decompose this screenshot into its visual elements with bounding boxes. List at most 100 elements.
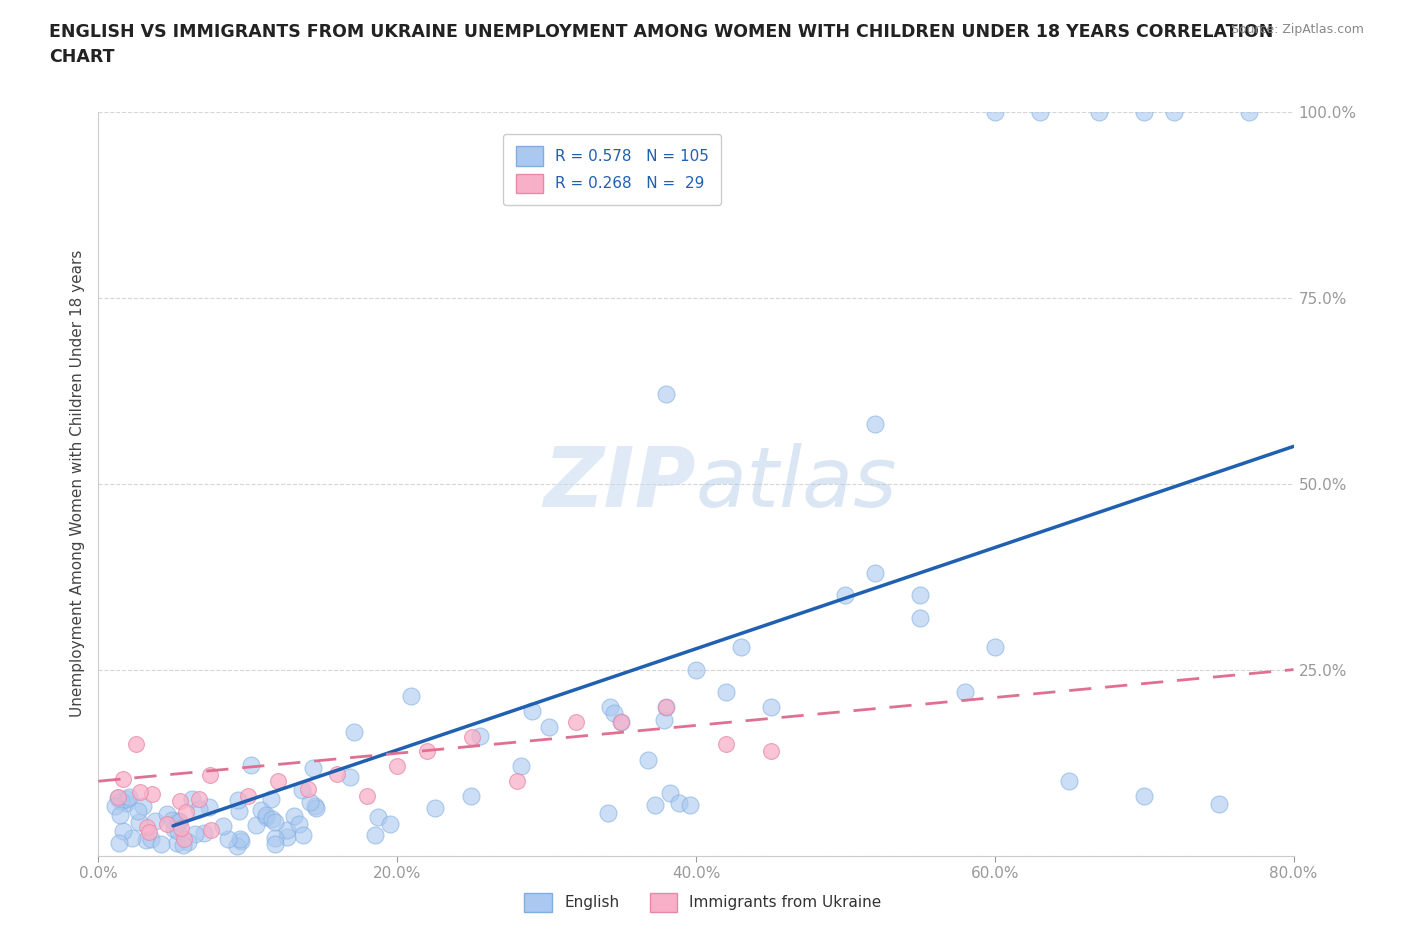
Point	[603, 705, 626, 720]
Point	[141, 831, 163, 846]
Point	[644, 798, 666, 813]
Point	[260, 791, 283, 806]
Point	[107, 790, 129, 805]
Point	[127, 804, 149, 818]
Point	[537, 720, 560, 735]
Point	[834, 588, 856, 603]
Point	[596, 805, 619, 820]
Point	[659, 785, 682, 800]
Point	[228, 804, 250, 818]
Point	[108, 807, 131, 822]
Point	[326, 766, 349, 781]
Point	[510, 759, 533, 774]
Point	[170, 820, 193, 835]
Point	[197, 800, 219, 815]
Point	[290, 783, 312, 798]
Point	[305, 801, 328, 816]
Point	[1133, 789, 1156, 804]
Point	[865, 565, 887, 580]
Point	[111, 771, 134, 786]
Point	[115, 791, 138, 806]
Point	[1088, 104, 1111, 119]
Point	[1237, 104, 1260, 119]
Point	[984, 640, 1007, 655]
Point	[655, 387, 678, 402]
Point	[380, 817, 402, 831]
Point	[125, 737, 148, 751]
Point	[416, 744, 439, 759]
Point	[183, 827, 205, 842]
Point	[610, 714, 633, 729]
Point	[301, 761, 323, 776]
Point	[908, 588, 931, 603]
Point	[167, 815, 190, 830]
Point	[111, 824, 134, 839]
Point	[1133, 104, 1156, 119]
Point	[135, 819, 157, 834]
Point	[138, 825, 160, 840]
Point	[167, 824, 190, 839]
Point	[229, 831, 252, 846]
Text: Source: ZipAtlas.com: Source: ZipAtlas.com	[1230, 23, 1364, 36]
Point	[685, 662, 707, 677]
Text: atlas: atlas	[696, 443, 897, 525]
Point	[166, 836, 188, 851]
Point	[160, 813, 183, 828]
Point	[177, 835, 200, 850]
Point	[599, 700, 621, 715]
Point	[262, 812, 284, 827]
Point	[298, 794, 321, 809]
Point	[865, 417, 887, 432]
Point	[520, 704, 543, 719]
Point	[637, 753, 659, 768]
Point	[565, 714, 588, 729]
Point	[470, 729, 492, 744]
Point	[1028, 104, 1050, 119]
Point	[118, 790, 141, 804]
Point	[385, 759, 409, 774]
Point	[288, 817, 311, 831]
Point	[245, 817, 267, 832]
Point	[654, 713, 676, 728]
Point	[107, 835, 129, 850]
Point	[283, 808, 305, 823]
Point	[188, 802, 211, 817]
Point	[236, 789, 259, 804]
Point	[460, 789, 482, 804]
Point	[211, 818, 233, 833]
Point	[953, 684, 976, 699]
Point	[254, 807, 277, 822]
Point	[714, 684, 737, 699]
Point	[364, 828, 387, 843]
Point	[180, 791, 202, 806]
Point	[135, 832, 157, 847]
Point	[166, 814, 188, 829]
Point	[343, 724, 366, 739]
Point	[908, 610, 931, 625]
Point	[141, 786, 163, 801]
Point	[263, 815, 285, 830]
Point	[150, 837, 173, 852]
Point	[169, 793, 191, 808]
Point	[132, 799, 155, 814]
Point	[759, 744, 782, 759]
Point	[173, 832, 195, 847]
Point	[678, 797, 700, 812]
Point	[263, 837, 285, 852]
Point	[1208, 796, 1230, 811]
Point	[143, 814, 166, 829]
Point	[193, 826, 215, 841]
Point	[297, 781, 319, 796]
Y-axis label: Unemployment Among Women with Children Under 18 years: Unemployment Among Women with Children U…	[69, 250, 84, 717]
Point	[423, 800, 446, 815]
Point	[655, 699, 678, 714]
Point	[172, 837, 194, 852]
Point	[156, 806, 179, 821]
Point	[167, 814, 190, 829]
Point	[461, 729, 484, 744]
Point	[187, 792, 209, 807]
Point	[655, 699, 678, 714]
Point	[110, 793, 132, 808]
Point	[114, 795, 136, 810]
Point	[610, 714, 633, 729]
